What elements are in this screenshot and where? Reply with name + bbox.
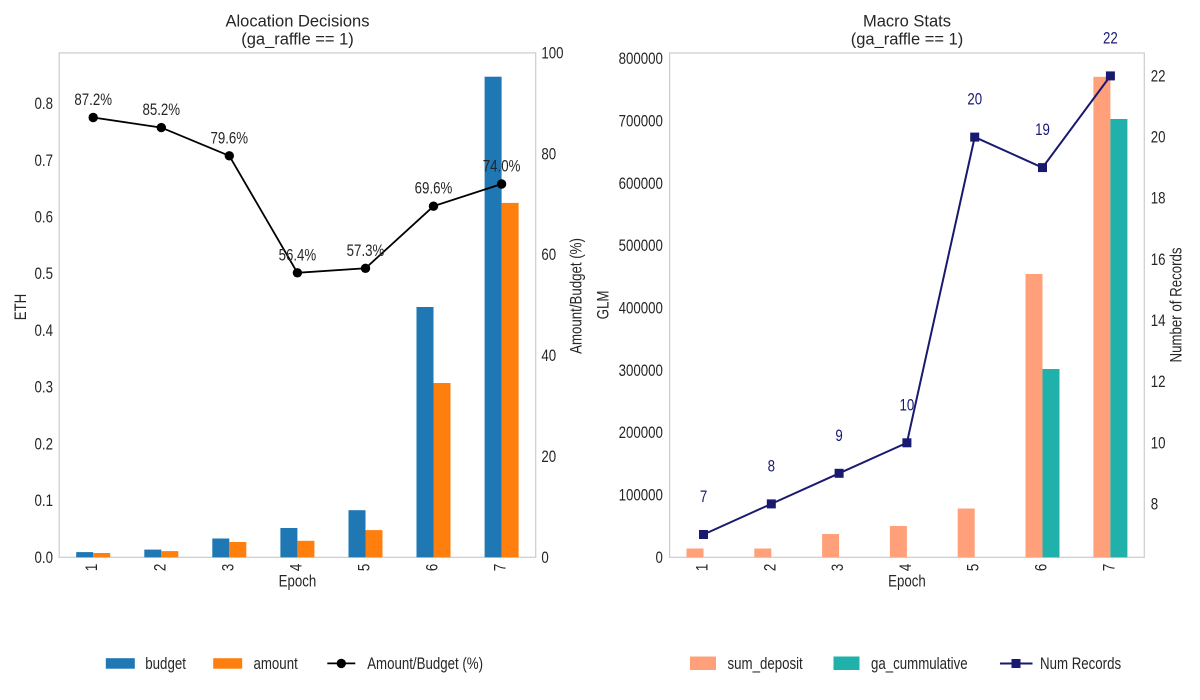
svg-text:79.6%: 79.6% xyxy=(210,130,248,147)
svg-text:22: 22 xyxy=(1151,68,1166,85)
svg-text:10: 10 xyxy=(1151,435,1166,452)
svg-text:9: 9 xyxy=(835,428,842,445)
svg-text:4: 4 xyxy=(288,564,305,571)
svg-text:14: 14 xyxy=(1151,313,1166,330)
svg-text:2: 2 xyxy=(152,564,169,571)
svg-text:22: 22 xyxy=(1103,30,1118,47)
svg-text:600000: 600000 xyxy=(619,176,663,193)
svg-text:20: 20 xyxy=(967,91,982,108)
svg-text:10: 10 xyxy=(900,397,915,414)
svg-text:40: 40 xyxy=(541,348,556,365)
svg-text:0: 0 xyxy=(656,550,663,567)
svg-text:0.2: 0.2 xyxy=(35,436,53,453)
svg-text:1: 1 xyxy=(694,564,711,571)
svg-text:amount: amount xyxy=(254,656,298,673)
svg-text:8: 8 xyxy=(1151,496,1158,513)
svg-text:Alocation Decisions: Alocation Decisions xyxy=(226,13,370,31)
svg-text:7: 7 xyxy=(700,489,707,506)
svg-text:0.5: 0.5 xyxy=(35,266,53,283)
svg-text:80: 80 xyxy=(541,146,556,163)
svg-text:Amount/Budget (%): Amount/Budget (%) xyxy=(367,656,483,673)
svg-text:ETH: ETH xyxy=(13,294,30,321)
svg-text:100: 100 xyxy=(541,45,563,62)
svg-text:(ga_raffle == 1): (ga_raffle == 1) xyxy=(851,31,964,49)
svg-text:12: 12 xyxy=(1151,374,1166,391)
svg-text:56.4%: 56.4% xyxy=(279,247,317,264)
svg-text:87.2%: 87.2% xyxy=(74,92,112,109)
svg-text:20: 20 xyxy=(1151,129,1166,146)
svg-text:budget: budget xyxy=(145,656,186,673)
svg-text:0.3: 0.3 xyxy=(35,379,53,396)
svg-text:800000: 800000 xyxy=(619,51,663,68)
svg-text:4: 4 xyxy=(898,564,915,571)
svg-text:0.0: 0.0 xyxy=(35,550,53,567)
svg-text:GLM: GLM xyxy=(595,291,612,320)
svg-text:Epoch: Epoch xyxy=(279,573,317,590)
svg-text:Number of Records: Number of Records xyxy=(1168,247,1185,362)
svg-text:6: 6 xyxy=(1033,564,1050,571)
svg-text:700000: 700000 xyxy=(619,113,663,130)
svg-text:0.8: 0.8 xyxy=(35,96,53,113)
svg-text:400000: 400000 xyxy=(619,300,663,317)
svg-text:ga_cummulative: ga_cummulative xyxy=(871,656,968,673)
svg-text:Num Records: Num Records xyxy=(1040,656,1121,673)
svg-text:6: 6 xyxy=(424,564,441,571)
svg-text:300000: 300000 xyxy=(619,363,663,380)
svg-text:18: 18 xyxy=(1151,191,1166,208)
svg-text:3: 3 xyxy=(830,564,847,571)
svg-text:69.6%: 69.6% xyxy=(415,181,453,198)
svg-text:0.1: 0.1 xyxy=(35,493,53,510)
svg-text:2: 2 xyxy=(762,564,779,571)
svg-text:0: 0 xyxy=(541,550,548,567)
svg-text:(ga_raffle == 1): (ga_raffle == 1) xyxy=(241,31,354,49)
svg-text:0.6: 0.6 xyxy=(35,209,53,226)
svg-text:7: 7 xyxy=(492,564,509,571)
svg-text:500000: 500000 xyxy=(619,238,663,255)
svg-text:7: 7 xyxy=(1101,564,1118,571)
svg-text:5: 5 xyxy=(356,564,373,571)
svg-text:60: 60 xyxy=(541,247,556,264)
svg-text:16: 16 xyxy=(1151,252,1166,269)
svg-text:3: 3 xyxy=(220,564,237,571)
svg-text:57.3%: 57.3% xyxy=(347,243,385,260)
svg-text:0.4: 0.4 xyxy=(35,323,53,340)
svg-text:19: 19 xyxy=(1035,122,1050,139)
svg-text:Amount/Budget (%): Amount/Budget (%) xyxy=(568,238,585,354)
svg-text:74.0%: 74.0% xyxy=(483,158,521,175)
svg-text:100000: 100000 xyxy=(619,487,663,504)
svg-text:200000: 200000 xyxy=(619,425,663,442)
svg-text:5: 5 xyxy=(966,564,983,571)
svg-text:Epoch: Epoch xyxy=(888,573,926,590)
svg-text:0.7: 0.7 xyxy=(35,153,53,170)
svg-text:sum_deposit: sum_deposit xyxy=(728,656,803,673)
svg-text:20: 20 xyxy=(541,449,556,466)
svg-text:1: 1 xyxy=(84,564,101,571)
svg-text:85.2%: 85.2% xyxy=(142,102,180,119)
svg-text:8: 8 xyxy=(768,458,775,475)
svg-text:Macro Stats: Macro Stats xyxy=(863,13,951,31)
